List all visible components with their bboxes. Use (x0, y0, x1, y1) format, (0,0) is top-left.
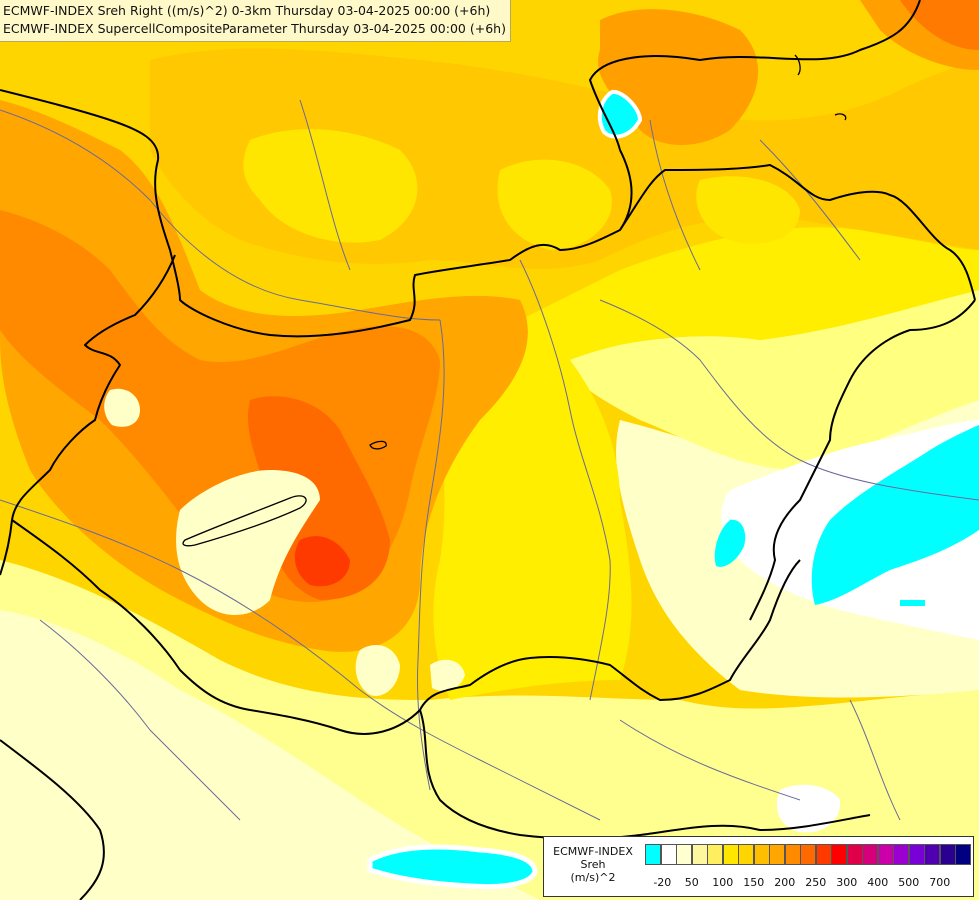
legend-tick-label: 700 (929, 876, 951, 889)
title-line-sreh: ECMWF-INDEX Sreh Right ((m/s)^2) 0-3km T… (3, 3, 491, 18)
legend-swatch (676, 844, 692, 865)
legend-tick-label: 500 (898, 876, 920, 889)
legend-swatch (738, 844, 754, 865)
legend-swatch (831, 844, 847, 865)
field-light-south (0, 560, 979, 900)
field-cyan-south (367, 844, 538, 890)
field-orange-northeast (598, 0, 979, 145)
legend-tick-label: 250 (805, 876, 827, 889)
legend-tick-label: 200 (774, 876, 796, 889)
field-cyan-east (811, 425, 979, 605)
legend-swatch (660, 844, 677, 865)
legend-swatch (815, 844, 832, 865)
legend-tick-label: -20 (653, 876, 672, 889)
legend-title-unit: (m/s)^2 (570, 871, 616, 884)
field-red-core (294, 536, 350, 587)
map-title-box: ECMWF-INDEX Sreh Right ((m/s)^2) 0-3km T… (0, 0, 511, 42)
color-legend: ECMWF-INDEX Sreh (m/s)^2 -20 50 100 150 200 2… (543, 836, 974, 897)
legend-swatch (893, 844, 909, 865)
legend-title: ECMWF-INDEX Sreh (m/s)^2 (547, 845, 639, 884)
legend-swatch (753, 844, 770, 865)
title-line-scp: ECMWF-INDEX SupercellCompositeParameter … (3, 21, 506, 36)
legend-swatch (955, 844, 971, 865)
legend-swatch (800, 844, 816, 865)
legend-swatch (877, 844, 894, 865)
legend-swatch (722, 844, 739, 865)
field-yellow-patches-north (243, 129, 800, 250)
legend-swatch (846, 844, 863, 865)
legend-swatch (769, 844, 785, 865)
legend-tick-label: 50 (684, 876, 699, 889)
field-red-northeast (900, 0, 979, 50)
legend-swatch (645, 844, 661, 865)
legend-swatch (939, 844, 956, 865)
legend-tick-label: 150 (743, 876, 765, 889)
legend-swatch (784, 844, 801, 865)
field-yellow-central (433, 227, 979, 701)
legend-tick-label: 100 (712, 876, 734, 889)
legend-swatch (924, 844, 940, 865)
lakes (182, 54, 847, 547)
legend-title-variable: Sreh (580, 858, 606, 871)
field-white-south (776, 784, 841, 833)
legend-tick-label: 400 (867, 876, 889, 889)
field-cyan-east-small (714, 519, 925, 606)
legend-tick-label: 300 (836, 876, 858, 889)
legend-swatch (691, 844, 708, 865)
field-pale-lobe-west (176, 470, 320, 615)
legend-swatch (707, 844, 723, 865)
rivers (0, 99, 979, 821)
legend-swatch (862, 844, 878, 865)
legend-swatch (908, 844, 925, 865)
field-light-east (560, 280, 979, 470)
legend-title-source: ECMWF-INDEX (553, 845, 633, 858)
